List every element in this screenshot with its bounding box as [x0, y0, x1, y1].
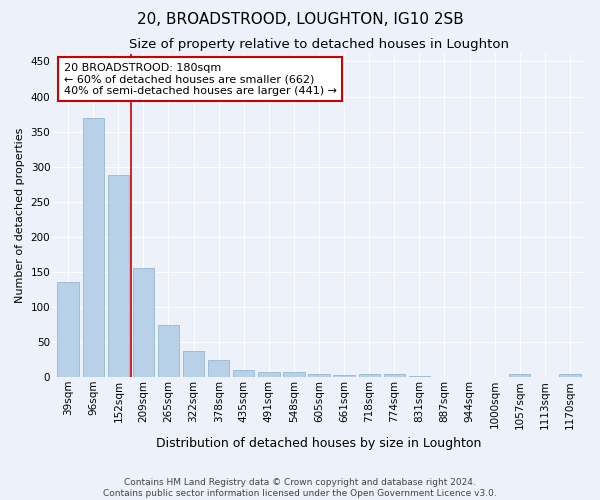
Bar — [208, 360, 229, 377]
Bar — [283, 372, 305, 377]
Bar — [158, 324, 179, 377]
Text: 20 BROADSTROOD: 180sqm
← 60% of detached houses are smaller (662)
40% of semi-de: 20 BROADSTROOD: 180sqm ← 60% of detached… — [64, 62, 337, 96]
Bar — [107, 175, 129, 377]
Title: Size of property relative to detached houses in Loughton: Size of property relative to detached ho… — [129, 38, 509, 51]
Bar — [383, 374, 405, 377]
Bar — [233, 370, 254, 377]
Bar — [334, 375, 355, 377]
Bar — [559, 374, 581, 377]
Bar — [183, 351, 204, 377]
Text: Contains HM Land Registry data © Crown copyright and database right 2024.
Contai: Contains HM Land Registry data © Crown c… — [103, 478, 497, 498]
Bar — [409, 376, 430, 377]
Bar — [359, 374, 380, 377]
Y-axis label: Number of detached properties: Number of detached properties — [15, 128, 25, 304]
Bar — [258, 372, 280, 377]
Bar — [133, 268, 154, 377]
Bar — [83, 118, 104, 377]
Bar — [509, 374, 530, 377]
X-axis label: Distribution of detached houses by size in Loughton: Distribution of detached houses by size … — [157, 437, 482, 450]
Bar — [58, 282, 79, 377]
Text: 20, BROADSTROOD, LOUGHTON, IG10 2SB: 20, BROADSTROOD, LOUGHTON, IG10 2SB — [137, 12, 463, 28]
Bar — [308, 374, 330, 377]
